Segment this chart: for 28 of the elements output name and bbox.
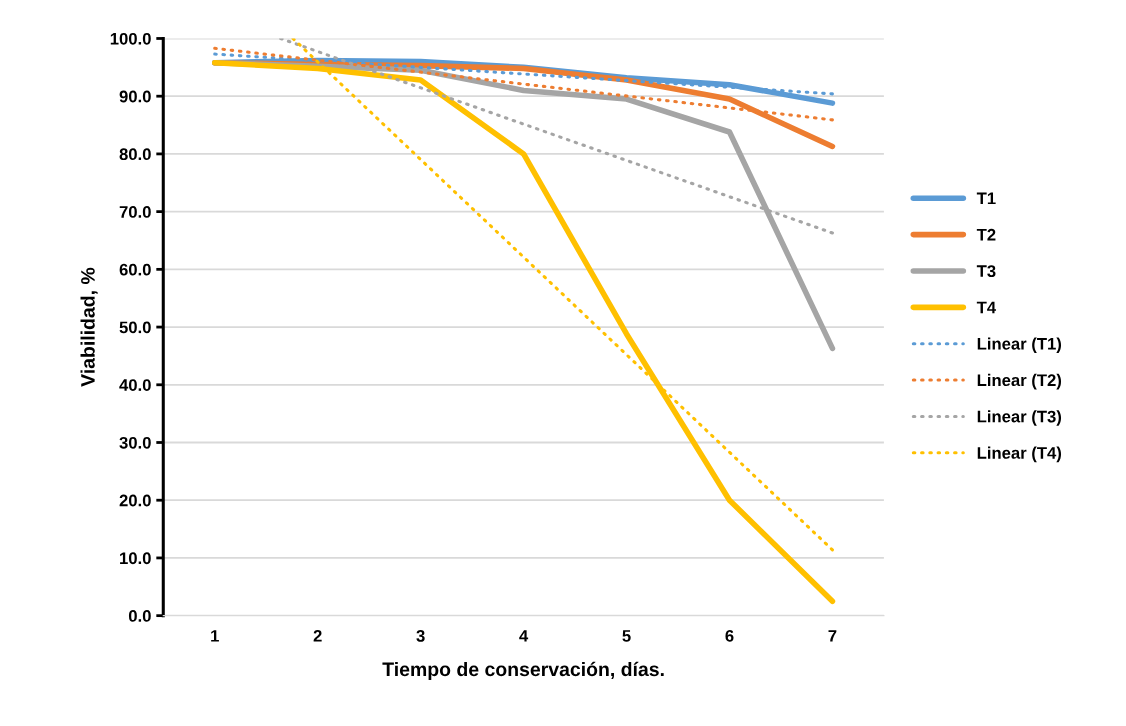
legend-label: Linear (T4) — [977, 446, 1062, 463]
x-tick-label: 6 — [725, 629, 734, 642]
y-tick-label: 70.0 — [119, 206, 151, 218]
x-axis-title: Tiempo de conservación, días. — [382, 661, 664, 681]
y-axis-title: Viabilidad, % — [80, 267, 98, 387]
legend-label: Linear (T3) — [977, 410, 1062, 426]
x-tick-label: 4 — [519, 630, 529, 642]
x-tick-label: 7 — [828, 630, 837, 642]
y-tick-label: 30.0 — [119, 436, 151, 449]
y-tick-label: 90.0 — [119, 90, 151, 103]
legend-label: T3 — [976, 265, 996, 278]
y-tick-label: 50.0 — [119, 321, 151, 334]
y-tick-label: 0.0 — [128, 610, 151, 622]
legend-label: T1 — [976, 192, 996, 205]
x-tick-label: 1 — [211, 630, 219, 642]
x-tick-label: 5 — [622, 630, 631, 642]
y-tick-label: 10.0 — [120, 552, 151, 565]
x-tick-label: 2 — [313, 629, 322, 642]
y-tick-label: 100.0 — [110, 32, 151, 45]
y-tick-label: 80.0 — [119, 148, 151, 161]
legend-label: Linear (T2) — [977, 373, 1062, 390]
x-tick-label: 3 — [416, 629, 425, 642]
y-tick-label: 60.0 — [119, 263, 151, 276]
legend-label: T2 — [976, 228, 996, 241]
legend-label: T4 — [976, 301, 997, 314]
legend-label: Linear (T1) — [977, 337, 1062, 354]
y-tick-label: 40.0 — [119, 379, 151, 391]
y-tick-label: 20.0 — [119, 494, 151, 507]
